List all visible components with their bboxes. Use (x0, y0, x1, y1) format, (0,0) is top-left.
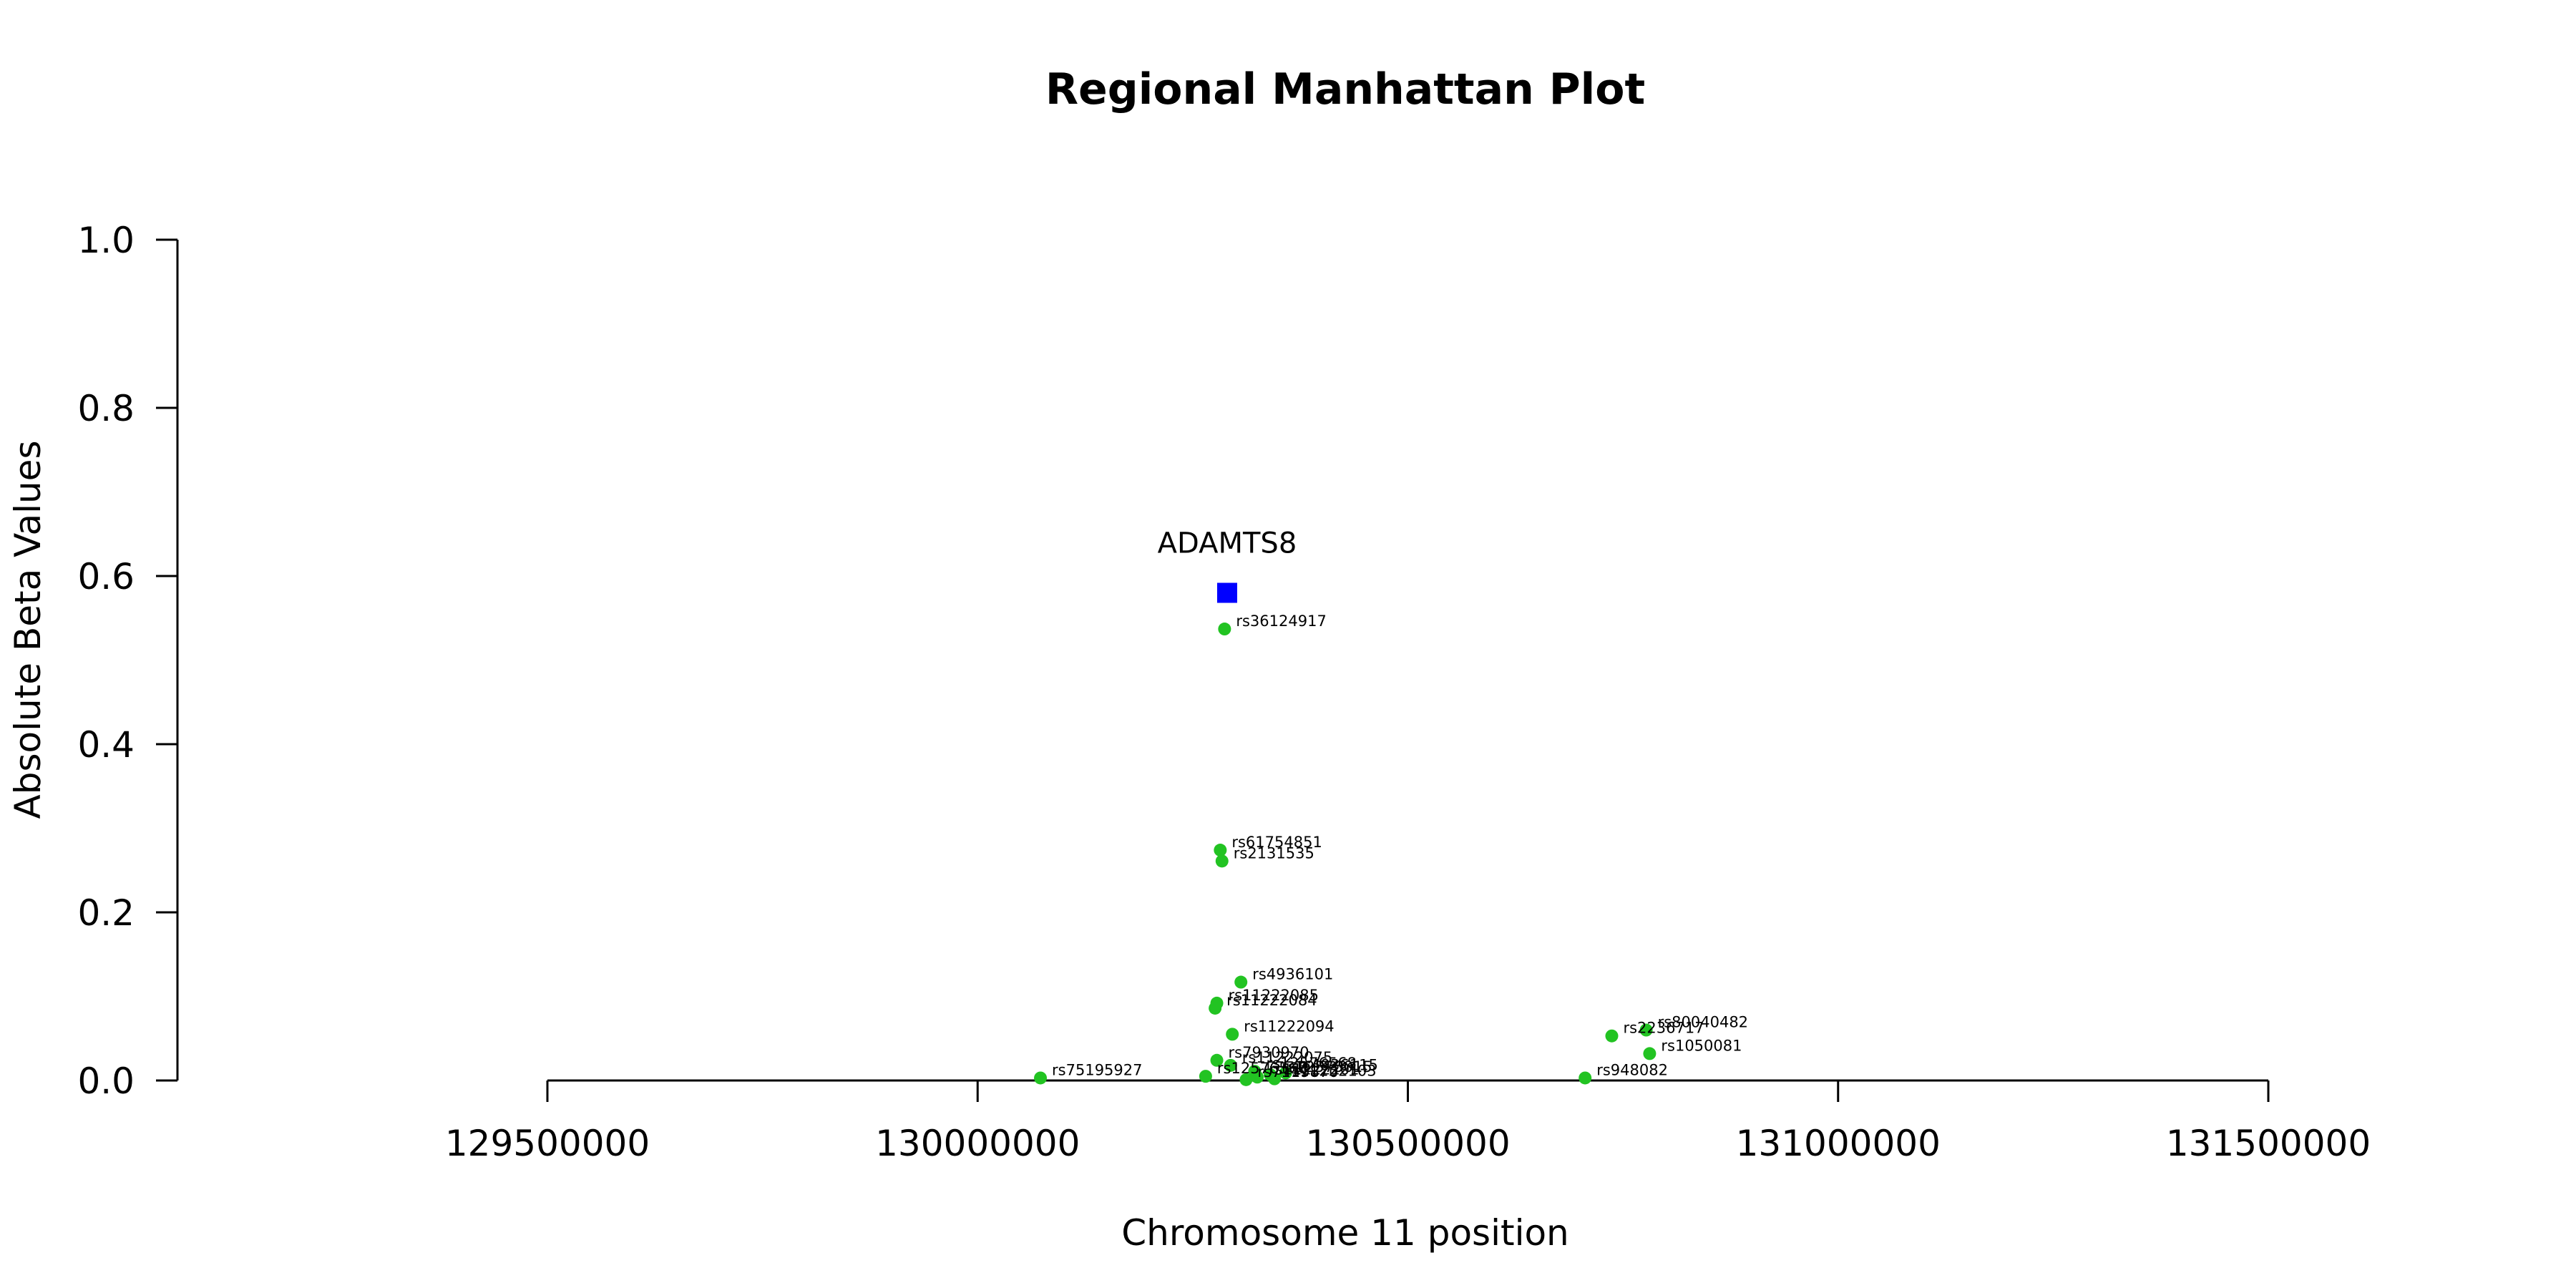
snp-point (1226, 1028, 1239, 1041)
snp-label: rs7119870 (1257, 1063, 1338, 1080)
snp-label: rs80040482 (1658, 1014, 1748, 1031)
snp-point (1239, 1073, 1253, 1086)
snp-point (1034, 1071, 1048, 1085)
snp-label: rs948082 (1596, 1061, 1668, 1078)
snp-label: rs61754851 (1231, 834, 1322, 851)
snp-label: rs12575015 (1282, 1058, 1372, 1075)
snp-point (1279, 1066, 1292, 1080)
snp-label: rs2236717 (1623, 1020, 1704, 1037)
y-tick-label: 0.6 (77, 556, 135, 597)
snp-point (1218, 623, 1231, 636)
snp-point (1214, 844, 1227, 857)
y-tick-label: 0.2 (77, 892, 135, 934)
x-tick-label: 130000000 (875, 1123, 1080, 1164)
x-tick-label: 129500000 (445, 1123, 650, 1164)
snp-label: rs11222084 (1226, 992, 1317, 1009)
snp-point (1224, 1058, 1237, 1072)
snp-label: rs11222101 (1269, 1060, 1359, 1078)
snp-label: rs4936115 (1297, 1056, 1378, 1073)
snp-label: rs36124917 (1236, 613, 1326, 630)
chart-title: Regional Manhattan Plot (1045, 64, 1645, 114)
snp-label: rs11222075 (1242, 1049, 1332, 1066)
snp-label: rs11222094 (1244, 1018, 1334, 1035)
snp-label: rs4936101 (1252, 966, 1333, 983)
x-axis: 129500000 130000000 130500000 131000000 1315… (445, 1079, 2371, 1164)
y-tick-label: 0.4 (77, 724, 135, 766)
snp-point (1234, 975, 1248, 989)
snp-point (1209, 1001, 1222, 1015)
snp-label: rs11222085 (1229, 987, 1319, 1004)
snp-label: rs12576568 (1266, 1055, 1356, 1072)
snp-label: rs2131535 (1234, 844, 1314, 862)
gene-label: ADAMTS8 (1158, 527, 1297, 560)
snp-point (1199, 1070, 1212, 1083)
gene-marker (1216, 582, 1237, 603)
y-tick-label: 1.0 (77, 220, 135, 261)
snp-point (1605, 1029, 1619, 1043)
snp-label: rs11222103 (1286, 1063, 1376, 1080)
y-axis-label: Absolute Beta Values (7, 441, 49, 819)
snp-point (1643, 1047, 1657, 1060)
snp-point (1210, 1053, 1224, 1067)
snp-point (1579, 1071, 1592, 1085)
y-tick-label: 0.0 (77, 1060, 135, 1102)
snp-point (1268, 1072, 1282, 1085)
x-tick-label: 131500000 (2166, 1123, 2371, 1164)
x-tick-label: 130500000 (1305, 1123, 1510, 1164)
data-points (1034, 582, 1657, 1086)
x-tick-label: 131000000 (1736, 1123, 1941, 1164)
snp-label: rs75195927 (1052, 1061, 1142, 1078)
snp-label: rs1050081 (1661, 1037, 1742, 1054)
snp-point (1639, 1023, 1653, 1037)
snp-point (1251, 1070, 1264, 1084)
snp-point (1215, 854, 1229, 868)
snp-label: rs7930970 (1229, 1044, 1309, 1061)
y-axis: 0.0 0.2 0.4 0.6 0.8 1.0 (77, 220, 179, 1102)
snp-label: rs12576560 (1217, 1060, 1307, 1077)
x-axis-label: Chromosome 11 position (1121, 1212, 1569, 1254)
y-tick-label: 0.8 (77, 388, 135, 429)
